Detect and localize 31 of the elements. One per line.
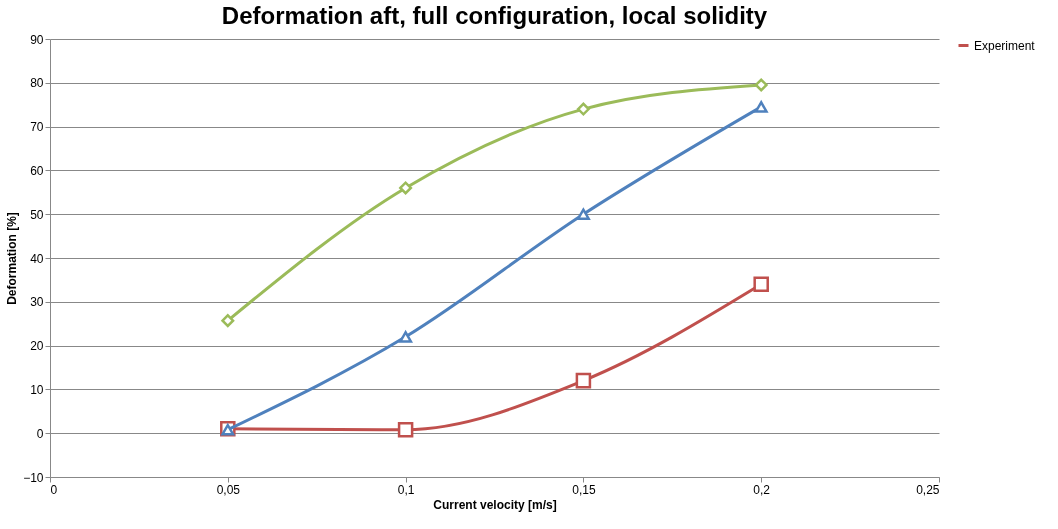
point xyxy=(754,101,768,113)
legend-label: Experiment xyxy=(974,38,1036,53)
y-tick-label: 70 xyxy=(30,120,44,135)
x-tick-label: 0 xyxy=(50,482,58,497)
x-tick-label: 0,1 xyxy=(397,482,415,497)
y-tick-label: 50 xyxy=(30,207,44,222)
chart-title: Deformation aft, full configuration, local solidity xyxy=(221,2,768,29)
point xyxy=(576,208,590,220)
point xyxy=(399,331,413,343)
point xyxy=(575,372,592,389)
y-tick-label: 0 xyxy=(36,426,44,441)
y-tick-label: 90 xyxy=(30,32,44,47)
point xyxy=(754,78,768,92)
point xyxy=(753,276,769,293)
point xyxy=(221,314,235,328)
x-tick-label: 0,25 xyxy=(916,482,940,497)
y-tick-label: 20 xyxy=(30,339,44,354)
x-tick-label: 0,05 xyxy=(216,482,241,497)
point xyxy=(576,102,590,116)
y-tick-label: 10 xyxy=(30,382,44,397)
y-tick-label: −10 xyxy=(23,470,44,485)
point xyxy=(399,181,413,195)
y-axis-title: Deformation [%] xyxy=(5,212,20,305)
y-tick-label: 40 xyxy=(30,251,44,266)
x-tick-label: 0,2 xyxy=(753,482,771,497)
y-tick-label: 30 xyxy=(30,295,44,310)
y-tick-label: 80 xyxy=(30,76,44,91)
point xyxy=(397,421,414,438)
x-tick-label: 0,15 xyxy=(572,482,596,497)
x-axis-title: Current velocity [m/s] xyxy=(433,497,557,512)
y-tick-label: 60 xyxy=(30,163,44,178)
